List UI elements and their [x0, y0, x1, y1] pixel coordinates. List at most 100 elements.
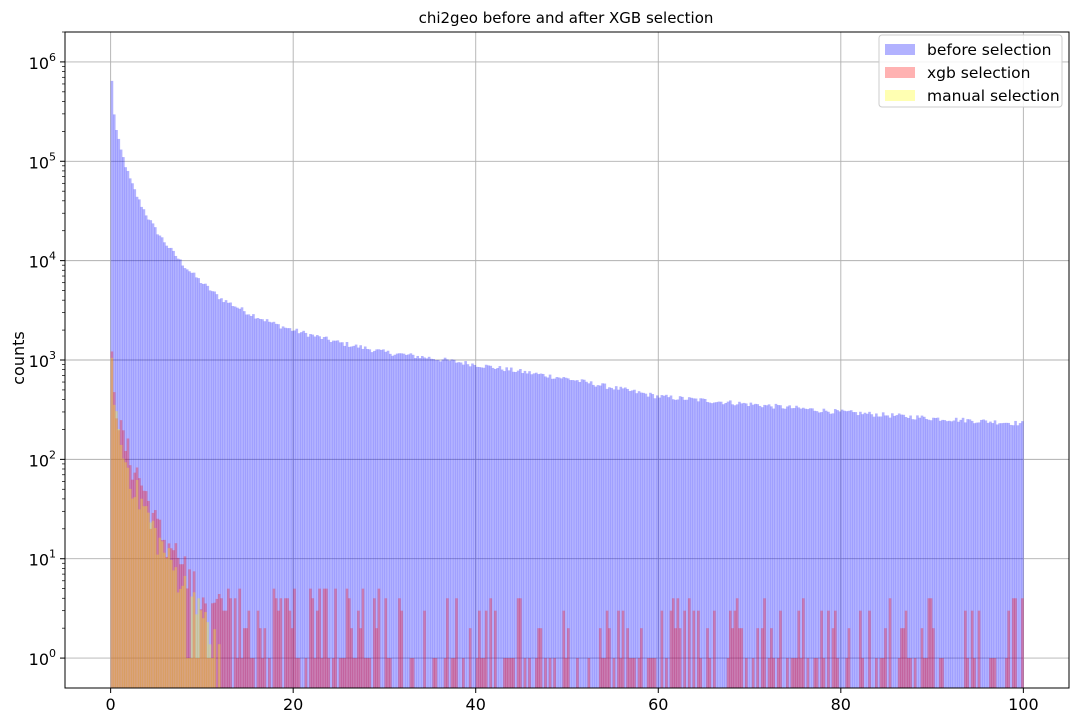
histogram-bar — [153, 510, 157, 688]
histogram-bar — [149, 220, 153, 688]
histogram-bar — [886, 415, 890, 688]
histogram-bar — [295, 658, 299, 688]
histogram-bar — [377, 588, 381, 688]
histogram-bar — [895, 415, 899, 688]
histogram-bar — [642, 392, 645, 688]
histogram-bar — [115, 411, 118, 688]
histogram-bar — [133, 497, 137, 688]
histogram-bar — [268, 658, 271, 688]
histogram-bar — [176, 592, 180, 688]
histogram-bar — [498, 366, 502, 688]
legend-label: before selection — [927, 41, 1051, 59]
histogram-bar — [690, 397, 693, 688]
histogram-bar — [153, 527, 157, 688]
legend-swatch — [885, 67, 915, 78]
histogram-bar — [452, 359, 456, 688]
histogram-bar — [341, 658, 344, 688]
histogram-bar — [277, 324, 280, 688]
histogram-bar — [265, 319, 269, 688]
histogram-bar — [395, 353, 399, 688]
histogram-bar — [112, 404, 116, 688]
histogram-bar — [274, 598, 278, 688]
histogram-bar — [977, 422, 981, 688]
histogram-bar — [902, 628, 906, 688]
histogram-bar — [290, 628, 294, 688]
histogram-bar — [991, 423, 995, 688]
histogram-bar — [325, 588, 328, 688]
histogram-bar — [966, 658, 969, 688]
histogram-bar — [361, 588, 365, 688]
histogram-bar — [744, 658, 748, 688]
histogram-bar — [122, 430, 125, 688]
histogram-bar — [779, 405, 782, 688]
histogram-bar — [398, 598, 401, 688]
histogram-bar — [176, 557, 180, 688]
histogram-bar — [318, 588, 321, 688]
histogram-bar — [756, 404, 760, 688]
histogram-bar — [503, 658, 506, 688]
histogram-bar — [608, 628, 611, 688]
histogram-bar — [199, 283, 203, 688]
histogram-bar — [197, 658, 200, 688]
histogram-bar — [820, 412, 823, 688]
histogram-bar — [423, 357, 426, 688]
histogram-bar — [676, 598, 680, 688]
y-tick-label: 102 — [29, 448, 56, 470]
histogram-bar — [329, 341, 333, 688]
histogram-bar — [633, 658, 636, 688]
histogram-bar — [790, 408, 794, 688]
histogram-bar — [471, 363, 474, 688]
histogram-bar — [126, 467, 130, 688]
histogram-bar — [624, 387, 627, 688]
histogram-bar — [938, 658, 942, 688]
histogram-bar — [167, 247, 171, 688]
histogram-bar — [213, 602, 216, 688]
histogram-bar — [781, 408, 785, 688]
histogram-bar — [462, 364, 465, 688]
histogram-bar — [179, 588, 182, 688]
histogram-bar — [172, 550, 175, 688]
histogram-bar — [852, 412, 855, 688]
histogram-bar — [400, 353, 404, 688]
histogram-bar — [245, 628, 248, 688]
histogram-bar — [920, 415, 924, 688]
histogram-bar — [945, 421, 949, 688]
histogram-bar — [541, 373, 545, 688]
histogram-bar — [240, 307, 244, 688]
histogram-bar — [788, 405, 791, 688]
histogram-bar — [418, 358, 422, 688]
histogram-bar — [651, 394, 655, 688]
histogram-bar — [138, 199, 141, 689]
histogram-bar — [977, 610, 981, 688]
histogram-bar — [970, 610, 974, 688]
histogram-bar — [968, 419, 972, 688]
histogram-bar — [409, 353, 413, 688]
histogram-bar — [827, 610, 830, 688]
histogram-bar — [163, 539, 166, 688]
histogram-bar — [646, 396, 650, 688]
histogram-bar — [174, 543, 178, 688]
histogram-bar — [142, 506, 146, 688]
histogram-bar — [562, 610, 566, 688]
histogram-bar — [601, 658, 604, 688]
histogram-bar — [354, 658, 358, 688]
histogram-bar — [505, 367, 509, 688]
histogram-bar — [845, 411, 849, 688]
histogram-bar — [131, 183, 134, 689]
histogram-bar — [357, 610, 360, 688]
histogram-bar — [254, 318, 258, 688]
series-xgb-selection — [110, 351, 1024, 688]
histogram-bar — [135, 196, 139, 688]
histogram-bar — [519, 369, 522, 688]
histogram-bar — [398, 353, 401, 688]
histogram-bar — [206, 658, 210, 688]
histogram-bar — [516, 598, 520, 688]
histogram-bar — [836, 410, 839, 688]
histogram-bar — [215, 294, 219, 688]
histogram-bar — [484, 610, 488, 688]
histogram-bar — [140, 485, 143, 688]
histogram-bar — [954, 417, 958, 688]
legend-box — [878, 34, 1063, 108]
legend[interactable]: before selection xgb selection manual sele… — [878, 34, 1063, 108]
histogram-bar — [929, 420, 933, 688]
